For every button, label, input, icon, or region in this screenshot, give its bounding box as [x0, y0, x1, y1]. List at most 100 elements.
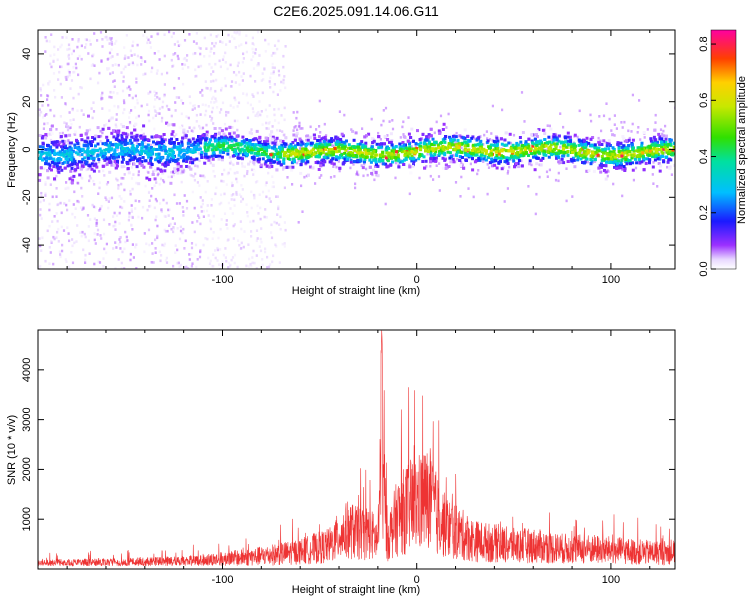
heatmap-cell [289, 149, 293, 153]
heatmap-cell [198, 184, 201, 187]
heatmap-cell [182, 214, 185, 217]
heatmap-cell [101, 91, 104, 95]
heatmap-cell [48, 208, 51, 212]
heatmap-cell [258, 138, 261, 142]
heatmap-cell [97, 135, 101, 139]
heatmap-cell [487, 155, 490, 159]
heatmap-cell [59, 143, 63, 147]
heatmap-cell [516, 143, 520, 147]
heatmap-cell [110, 37, 113, 40]
heatmap-cell [672, 145, 675, 149]
heatmap-cell [301, 210, 304, 213]
heatmap-cell [209, 138, 212, 142]
heatmap-cell [124, 230, 127, 234]
heatmap-cell [482, 143, 485, 146]
heatmap-cell [455, 131, 458, 135]
heatmap-cell [202, 215, 205, 218]
heatmap-cell [373, 155, 377, 159]
heatmap-cell [182, 159, 186, 163]
heatmap-cell [163, 83, 166, 86]
heatmap-cell [613, 165, 616, 169]
heatmap-cell [199, 47, 202, 50]
heatmap-cell [538, 142, 542, 146]
heatmap-cell [214, 148, 218, 152]
heatmap-cell [93, 232, 96, 235]
heatmap-cell [48, 159, 51, 163]
heatmap-cell [564, 140, 568, 144]
heatmap-cell [110, 147, 114, 151]
heatmap-cell [249, 262, 252, 266]
heatmap-cell [150, 261, 153, 264]
heatmap-cell [266, 266, 269, 269]
heatmap-cell [87, 142, 91, 146]
heatmap-cell [273, 83, 276, 86]
heatmap-cell [229, 146, 233, 150]
heatmap-cell [156, 234, 159, 238]
heatmap-cell [171, 130, 175, 134]
heatmap-cell [110, 48, 113, 51]
heatmap-cell [89, 140, 92, 144]
heatmap-cell [592, 152, 596, 156]
heatmap-cell [70, 52, 73, 56]
heatmap-cell [214, 256, 217, 260]
heatmap-cell [170, 132, 174, 136]
heatmap-cell [271, 185, 274, 189]
heatmap-cell [338, 166, 342, 170]
heatmap-cell [425, 165, 428, 168]
heatmap-cell [185, 115, 188, 118]
heatmap-cell [447, 142, 451, 146]
heatmap-cell [191, 130, 195, 133]
heatmap-cell [39, 244, 42, 248]
heatmap-cell [258, 135, 262, 139]
heatmap-cell [180, 140, 184, 144]
heatmap-cell [230, 139, 234, 143]
heatmap-cell [59, 82, 62, 86]
heatmap-cell [548, 140, 552, 144]
heatmap-cell [105, 182, 109, 186]
heatmap-cell [208, 141, 211, 145]
heatmap-cell [315, 128, 318, 131]
heatmap-cell [254, 114, 257, 117]
heatmap-cell [233, 223, 236, 226]
heatmap-cell [130, 135, 134, 139]
heatmap-cell [67, 232, 70, 235]
heatmap-cell [70, 153, 74, 157]
heatmap-cell [248, 257, 251, 261]
heatmap-cell [168, 108, 171, 111]
heatmap-cell [207, 139, 210, 143]
heatmap-cell [56, 167, 60, 171]
heatmap-cell [68, 163, 72, 167]
heatmap-cell [110, 40, 113, 44]
heatmap-cell [557, 179, 560, 183]
heatmap-cell [96, 142, 100, 146]
heatmap-cell [243, 230, 246, 233]
heatmap-cell [288, 157, 292, 161]
heatmap-cell [209, 87, 213, 90]
heatmap-cell [122, 75, 125, 79]
heatmap-cell [546, 175, 549, 178]
heatmap-cell [100, 60, 103, 63]
heatmap-cell [44, 148, 48, 151]
heatmap-cell [637, 158, 641, 161]
heatmap-cell [73, 133, 76, 136]
heatmap-cell [363, 160, 366, 164]
heatmap-cell [272, 160, 276, 164]
heatmap-cell [197, 65, 200, 69]
heatmap-cell [657, 162, 661, 165]
heatmap-cell [249, 160, 252, 164]
heatmap-cell [87, 225, 90, 228]
heatmap-cell [232, 163, 235, 167]
heatmap-cell [387, 147, 391, 150]
heatmap-cell [440, 141, 444, 144]
heatmap-cell [212, 79, 215, 83]
heatmap-cell [67, 69, 70, 73]
heatmap-cell [530, 139, 534, 143]
heatmap-cell [466, 144, 470, 148]
heatmap-cell [214, 192, 217, 196]
heatmap-cell [444, 167, 448, 170]
heatmap-cell [370, 137, 374, 140]
heatmap-cell [441, 166, 445, 170]
heatmap-cell [101, 140, 104, 144]
heatmap-cell [597, 146, 601, 150]
heatmap-cell [356, 170, 359, 174]
